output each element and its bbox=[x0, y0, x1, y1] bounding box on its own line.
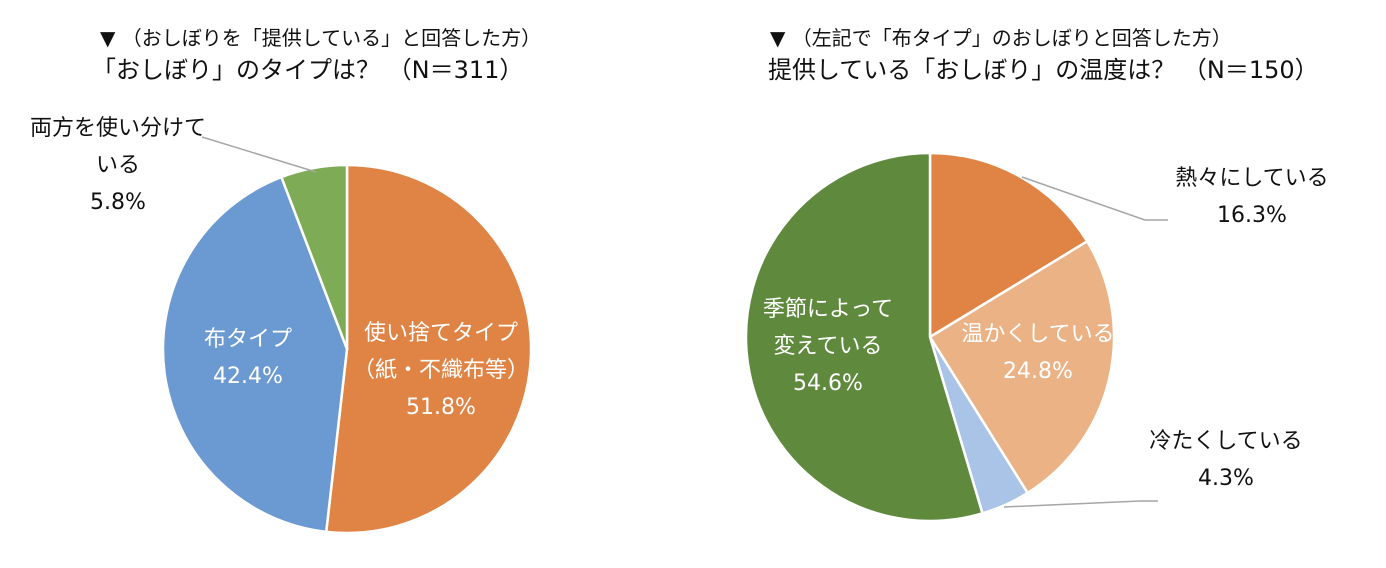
data-label-value: 54.6% bbox=[793, 371, 863, 396]
pie-slice bbox=[161, 175, 349, 534]
data-label-category: 変えている bbox=[774, 334, 883, 359]
pie-slice bbox=[280, 163, 349, 351]
data-label-category: （紙・不織布等） bbox=[353, 358, 529, 383]
chart2-title-line2: 提供している「おしぼり」の温度は？ （N＝150） bbox=[768, 56, 1319, 84]
pie-chart-2: 熱々にしている 16.3% 温かくしている 24.8% 冷たくしている 4.3% 季節によっ… bbox=[744, 151, 1329, 523]
data-label-value: 16.3% bbox=[1217, 203, 1287, 228]
pie-slice bbox=[928, 151, 1089, 339]
chart1-title-line1: ▼ （おしぼりを「提供している」と回答した方） bbox=[100, 26, 542, 50]
chart2-title-line1: ▼ （左記で「布タイプ」のおしぼりと回答した方） bbox=[770, 26, 1232, 50]
leader-line bbox=[1021, 176, 1168, 221]
data-label-value: 42.4% bbox=[213, 364, 283, 389]
data-label-category: 使い捨てタイプ bbox=[364, 321, 518, 346]
leader-line bbox=[1003, 500, 1158, 508]
data-label-value: 5.8% bbox=[90, 190, 146, 215]
data-label-value: 4.3% bbox=[1198, 466, 1254, 491]
pie-slice bbox=[744, 151, 984, 523]
data-label-category: 両方を使い分けて bbox=[30, 116, 206, 141]
data-label-category: 季節によって bbox=[763, 297, 893, 322]
data-label-category: 温かくしている bbox=[961, 322, 1114, 347]
pie-slice bbox=[928, 240, 1116, 495]
chart1-title-line2: 「おしぼり」のタイプは？ （N＝311） bbox=[92, 56, 524, 84]
data-label-value: 51.8% bbox=[406, 395, 476, 420]
data-label-value: 24.8% bbox=[1003, 359, 1073, 384]
data-label-category: 布タイプ bbox=[204, 327, 292, 352]
pie-slice bbox=[324, 163, 533, 535]
data-label-category: いる bbox=[96, 153, 140, 178]
leader-line bbox=[201, 136, 317, 173]
data-label-category: 熱々にしている bbox=[1175, 166, 1328, 191]
data-label-category: 冷たくしている bbox=[1149, 429, 1302, 454]
